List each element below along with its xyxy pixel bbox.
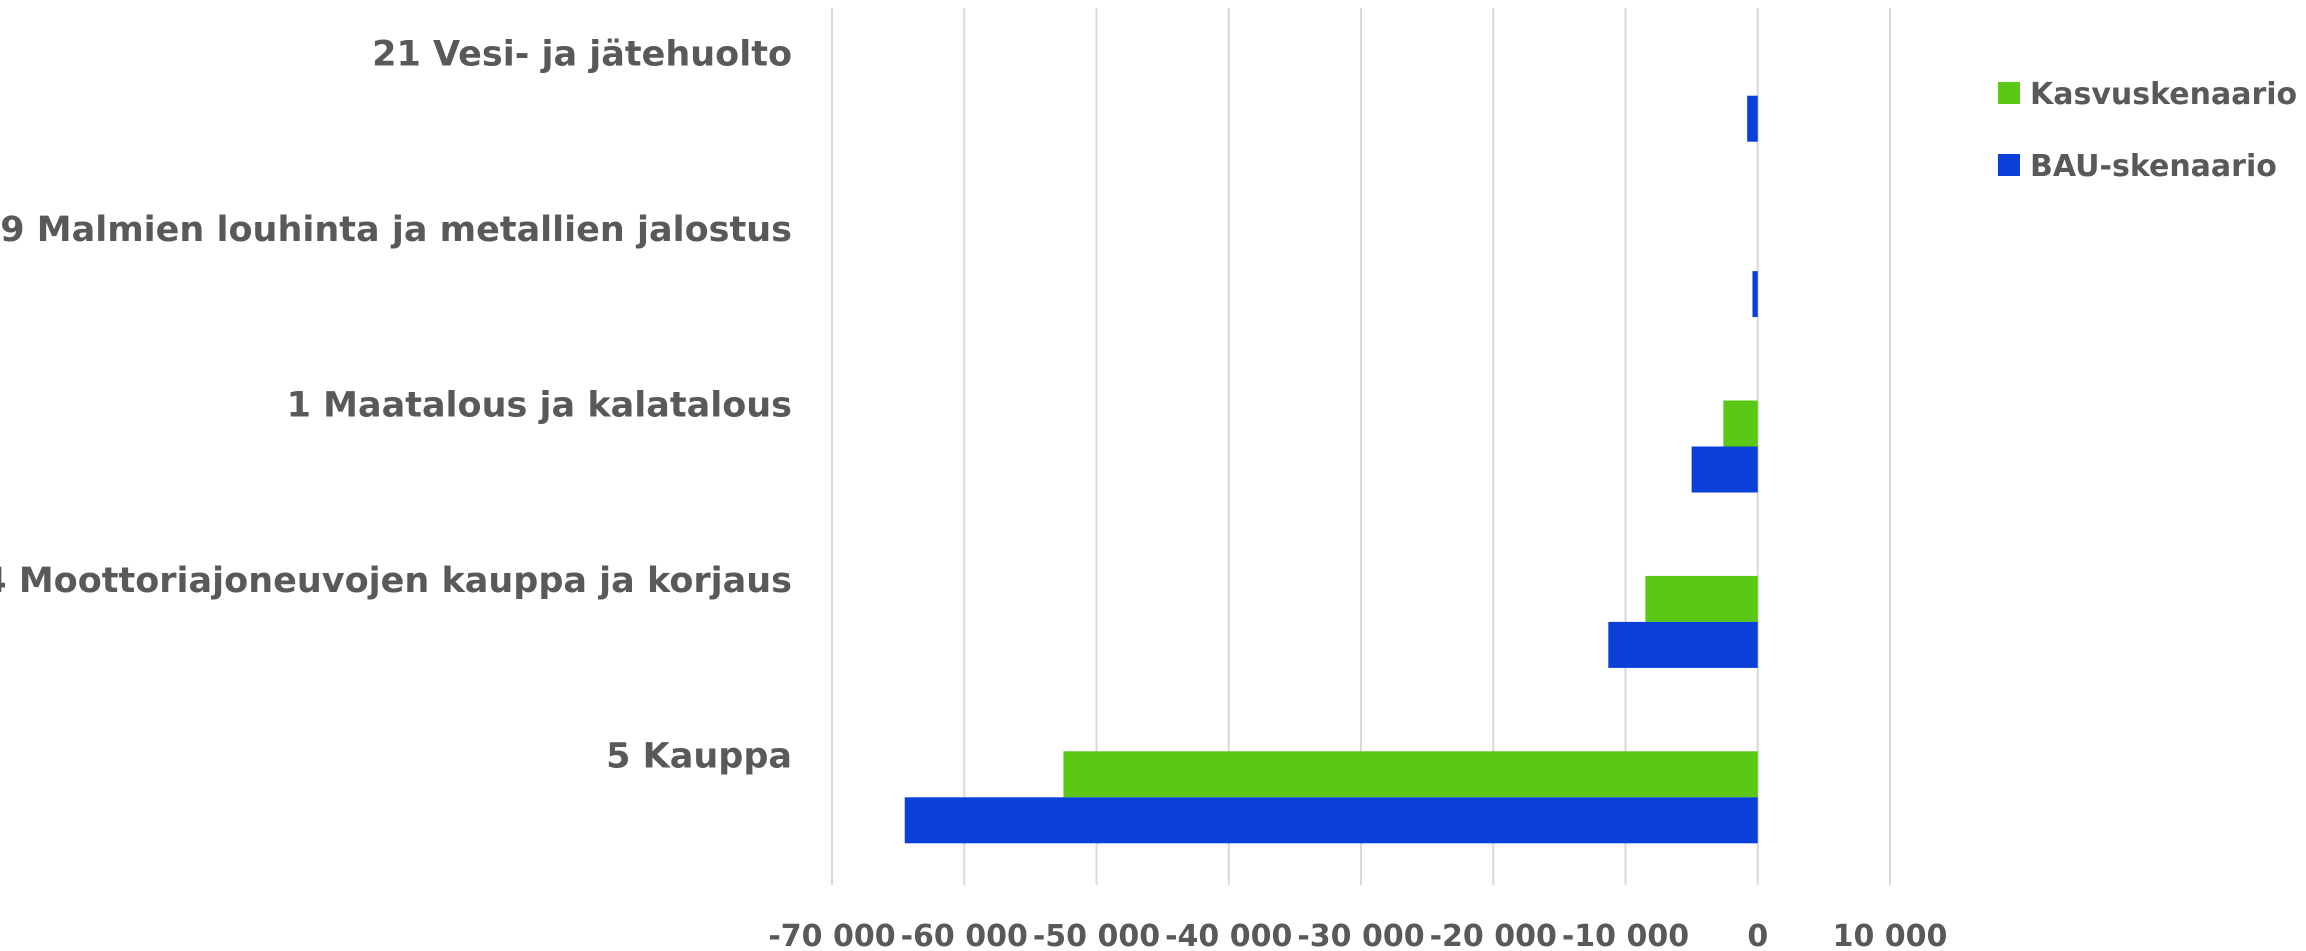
x-tick-label: -70 000: [768, 919, 895, 951]
x-tick-label: -40 000: [1165, 919, 1292, 951]
x-tick-label: -30 000: [1297, 919, 1424, 951]
bar-bau-skenaario: [1752, 271, 1758, 318]
legend-swatch: [1998, 154, 2020, 176]
category-label: 1 Maatalous ja kalatalous: [287, 386, 792, 426]
x-tick-label: -20 000: [1430, 919, 1557, 951]
bar-bau-skenaario: [1747, 95, 1758, 142]
legend-swatch: [1998, 82, 2020, 104]
category-label: 21 Vesi- ja jätehuolto: [372, 35, 792, 75]
x-tick-label: -60 000: [901, 919, 1028, 951]
category-label: 5 Kauppa: [606, 736, 792, 776]
bar-kasvuskenaario: [1723, 400, 1758, 447]
x-tick-label: -50 000: [1033, 919, 1160, 951]
category-label: 14 Moottoriajoneuvojen kauppa ja korjaus: [0, 561, 792, 601]
category-labels: 21 Vesi- ja jätehuolto 29 Malmien louhint…: [0, 35, 792, 777]
x-tick-label: 10 000: [1833, 919, 1948, 951]
bar-bau-skenaario: [904, 797, 1758, 844]
category-label: 29 Malmien louhinta ja metallien jalostu…: [0, 210, 792, 250]
bars: [904, 95, 1758, 844]
legend: Kasvuskenaario BAU-skenaario: [1998, 77, 2297, 184]
bar-kasvuskenaario: [1063, 751, 1758, 798]
x-tick-label: -10 000: [1562, 919, 1689, 951]
bar-bau-skenaario: [1608, 621, 1758, 668]
x-tick-label: 0: [1747, 919, 1768, 951]
legend-label: BAU-skenaario: [2030, 149, 2277, 184]
bar-kasvuskenaario: [1645, 575, 1758, 622]
legend-label: Kasvuskenaario: [2030, 77, 2297, 112]
gridlines: [831, 8, 1891, 885]
x-axis-tick-labels: -70 000 -60 000 -50 000 -40 000 -30 000 -20 0…: [768, 919, 1947, 951]
bar-bau-skenaario: [1691, 446, 1758, 493]
